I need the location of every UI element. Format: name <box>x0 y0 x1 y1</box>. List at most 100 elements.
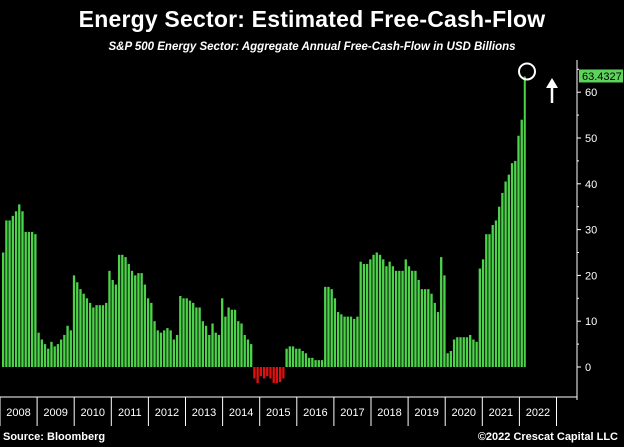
bar <box>394 270 398 367</box>
bar <box>520 119 523 368</box>
bar <box>40 339 43 367</box>
bar <box>456 337 459 367</box>
bar <box>523 76 526 367</box>
bar <box>2 252 5 367</box>
bar <box>56 344 60 367</box>
bar <box>407 266 411 367</box>
bar <box>314 360 317 367</box>
x-tick-label: 2019 <box>414 407 438 419</box>
bar <box>420 289 424 367</box>
y-tick-label: 30 <box>585 225 597 237</box>
bar <box>298 348 301 367</box>
bar <box>137 273 140 367</box>
bar <box>98 305 101 367</box>
bar <box>433 302 436 367</box>
bar <box>430 293 433 367</box>
bar <box>59 339 63 367</box>
bar <box>88 302 92 367</box>
highlight-circle <box>518 62 536 81</box>
bar <box>117 254 121 367</box>
bar <box>304 353 308 367</box>
bar <box>37 332 40 367</box>
bar <box>5 220 8 367</box>
bar <box>446 353 449 367</box>
bar <box>105 302 108 367</box>
bar <box>95 305 98 367</box>
bar <box>449 350 453 367</box>
bar <box>211 323 214 367</box>
x-axis: 2008 2009 2010 2011 2012 2013 2014 2015 2016 2017… <box>0 396 577 426</box>
x-tick-label: 2008 <box>6 407 30 419</box>
bar <box>443 275 446 367</box>
x-tick-label: 2020 <box>452 407 476 419</box>
chart-title: Energy Sector: Estimated Free-Cash-Flow <box>78 6 546 32</box>
bar <box>311 357 314 367</box>
bar <box>275 367 279 384</box>
bar <box>330 289 333 367</box>
bar <box>507 174 510 367</box>
bar <box>18 204 21 367</box>
bar <box>365 263 369 367</box>
bar <box>188 300 192 367</box>
bar <box>82 293 85 367</box>
bar <box>346 316 349 367</box>
bar <box>182 298 185 367</box>
bar <box>192 302 195 367</box>
x-tick-label: 2014 <box>229 407 253 419</box>
bar <box>391 266 395 367</box>
bar <box>92 307 95 367</box>
bar <box>295 348 298 367</box>
y-tick-label: 60 <box>585 87 597 99</box>
bar <box>14 211 18 367</box>
bar <box>237 321 240 367</box>
x-tick-label: 2018 <box>377 407 401 419</box>
bar <box>481 259 485 367</box>
bar <box>382 259 385 367</box>
bar <box>398 270 401 367</box>
bar <box>494 220 498 367</box>
bar <box>240 323 243 367</box>
bar <box>72 275 76 367</box>
bar <box>375 252 378 367</box>
x-tick-label: 2022 <box>526 407 550 419</box>
bar <box>175 334 179 367</box>
bar <box>469 334 472 367</box>
bar <box>485 234 488 367</box>
bar <box>204 325 208 367</box>
bar <box>372 254 375 367</box>
chart-subtitle: S&P 500 Energy Sector: Aggregate Annual … <box>108 41 516 53</box>
up-arrow-head <box>546 78 558 88</box>
bar <box>301 350 304 367</box>
bar <box>388 261 391 367</box>
bar <box>195 307 198 367</box>
bar <box>24 231 27 367</box>
bar-series <box>2 76 526 384</box>
bar <box>259 367 262 377</box>
y-tick-label: 40 <box>585 179 597 191</box>
bar <box>491 225 494 367</box>
bar <box>336 312 340 367</box>
bar <box>243 334 246 367</box>
bar <box>140 273 143 367</box>
bar <box>427 289 430 367</box>
bar <box>185 298 188 367</box>
bar <box>146 298 150 367</box>
bar <box>166 328 169 367</box>
bar <box>169 330 172 367</box>
bar <box>163 330 166 367</box>
bar <box>156 330 159 367</box>
last-value-label: 63.4327 <box>582 71 622 83</box>
bar <box>85 298 89 367</box>
x-tick-label: 2016 <box>303 407 327 419</box>
annotations <box>518 62 558 103</box>
bar <box>11 215 14 367</box>
bar <box>21 211 24 367</box>
bar <box>353 318 356 367</box>
bar <box>101 305 105 367</box>
bar <box>134 275 137 367</box>
bar <box>124 257 127 367</box>
bar <box>307 357 311 367</box>
bar <box>208 334 211 367</box>
bar <box>76 282 79 367</box>
bar <box>127 263 130 367</box>
